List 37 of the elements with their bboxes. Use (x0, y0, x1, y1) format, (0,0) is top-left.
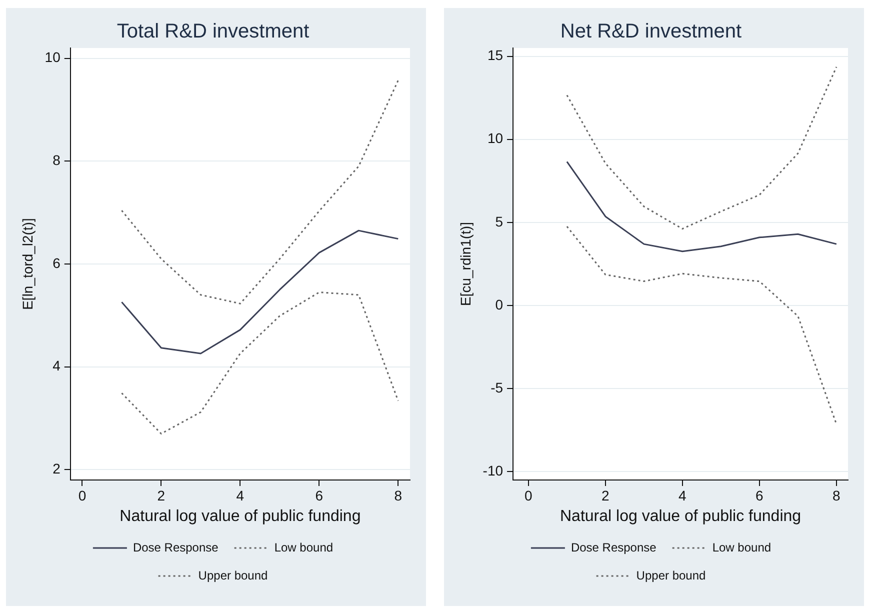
x-axis-title: Natural log value of public funding (560, 508, 802, 525)
y-tick-label: 10 (44, 49, 61, 66)
line-series (120, 80, 399, 304)
x-tick-label: 0 (78, 487, 86, 504)
y-tick-label: 0 (495, 296, 504, 312)
y-axis-title: E[ln_tord_l2(t)] (19, 218, 36, 310)
x-tick-label: 2 (602, 487, 610, 504)
chart-title: Net R&D investment (560, 20, 742, 43)
y-tick-label: 2 (52, 460, 61, 477)
x-tick-label: 8 (832, 487, 841, 504)
legend-label: Low bound (712, 540, 772, 554)
y-tick-label: -5 (490, 379, 504, 396)
x-tick-label: 6 (756, 487, 764, 504)
x-tick-label: 6 (315, 487, 324, 504)
y-axis-title: E[cu_rdin1(t)] (457, 222, 474, 306)
x-tick-label: 0 (524, 487, 533, 504)
legend-label: Upper bound (636, 568, 706, 582)
chart-title: Total R&D investment (116, 20, 310, 43)
y-tick-label: 15 (487, 47, 504, 64)
x-axis-title: Natural log value of public funding (120, 508, 361, 525)
legend-label: Dose Response (570, 540, 657, 554)
line-series (566, 226, 838, 425)
y-tick-label: 4 (52, 358, 61, 374)
y-tick-label: 10 (487, 130, 504, 146)
legend-label: Low bound (274, 540, 334, 554)
line-series (566, 66, 838, 230)
x-tick-label: 4 (678, 487, 687, 504)
x-tick-label: 8 (394, 487, 402, 504)
y-tick-label: 5 (495, 213, 504, 230)
legend-label: Dose Response (132, 540, 219, 554)
y-tick-label: -10 (482, 462, 504, 479)
line-series (120, 292, 399, 434)
legend-label: Upper bound (198, 568, 268, 582)
x-tick-label: 2 (157, 487, 166, 504)
y-tick-label: 6 (52, 254, 61, 271)
x-tick-label: 4 (236, 487, 244, 504)
y-tick-label: 8 (52, 152, 61, 168)
